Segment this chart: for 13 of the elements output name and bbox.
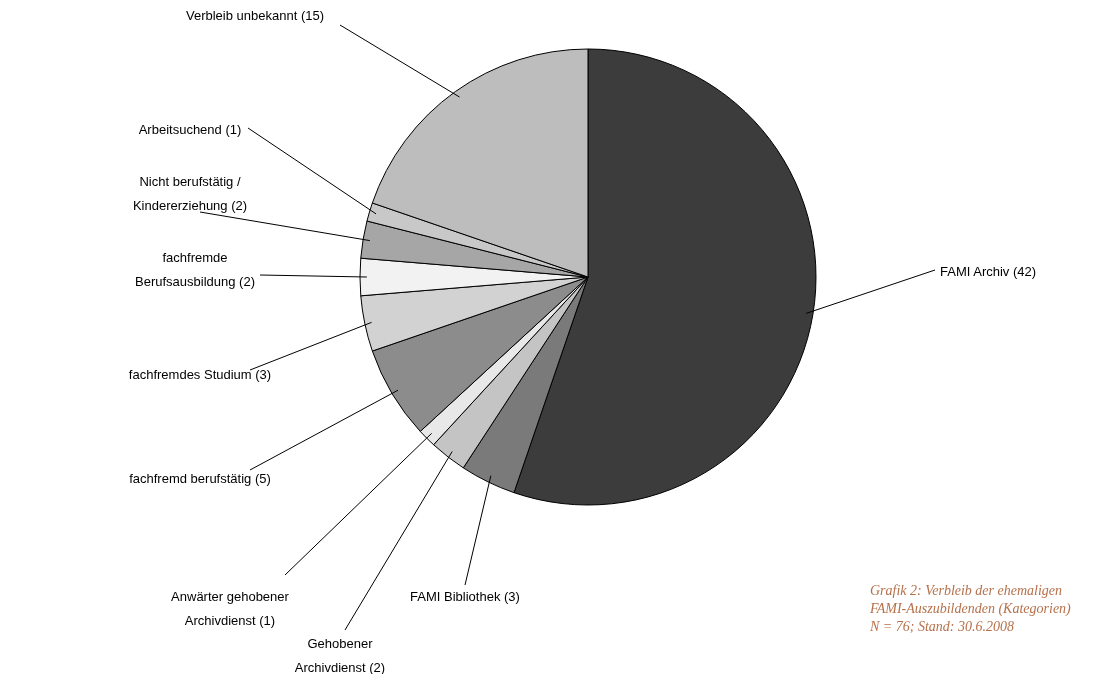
slice-label: Gehobener Archivdienst (2) [294,636,386,675]
slice-label: fachfremdes Studium (3) [128,367,272,382]
slice-label: FAMI Archiv (42) [940,264,1037,279]
text: N = 76; Stand: 30.6.2008 [870,618,1015,636]
slice-label: FAMI Bibliothek (3) [410,589,520,604]
slice-label: Verbleib unbekannt (15) [185,8,325,23]
slice-label: Arbeitsuchend (1) [138,122,242,137]
slice-label: fachfremd berufstätig (5) [129,471,271,486]
slice-label: Nicht berufstätig / Kindererziehung (2) [132,174,248,213]
text: FAMI-Auszubildenden (Kategorien) [870,600,1071,618]
text: Grafik 2: Verbleib der ehemaligen [870,582,1064,600]
slice-label: Anwärter gehobener Archivdienst (1) [171,589,290,628]
slice-label: fachfremde Berufsausbildung (2) [135,250,255,289]
